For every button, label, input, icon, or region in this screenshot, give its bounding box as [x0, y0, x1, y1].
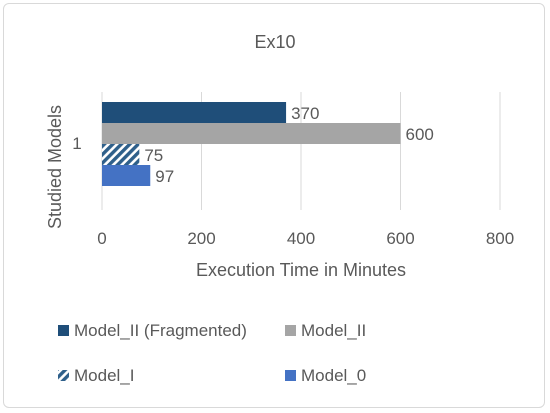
data-label: 370 — [291, 104, 319, 123]
bar-model-i — [102, 144, 140, 165]
data-label: 97 — [155, 167, 174, 186]
x-tick-label: 200 — [187, 229, 215, 248]
legend-label-model-0: Model_0 — [301, 366, 366, 385]
legend-swatch-model-i — [58, 370, 69, 381]
legend-swatch-model-ii — [285, 325, 296, 336]
x-axis-label: Execution Time in Minutes — [196, 260, 406, 280]
legend-swatch-model-ii-fragmented — [58, 325, 69, 336]
legend-swatch-model-0 — [285, 370, 296, 381]
data-labels: 370 600 75 97 — [144, 104, 434, 186]
x-tick-label: 400 — [287, 229, 315, 248]
chart-title: Ex10 — [254, 32, 295, 52]
chart-frame — [3, 3, 545, 408]
y-axis-label: Studied Models — [45, 105, 65, 229]
bar-model-0 — [102, 165, 151, 186]
data-label: 600 — [406, 125, 434, 144]
bar-model-ii — [102, 123, 401, 144]
legend-label-model-i: Model_I — [74, 366, 134, 385]
x-tick-label: 0 — [97, 229, 106, 248]
legend: Model_II (Fragmented) Model_II Model_I Mode… — [58, 321, 366, 385]
x-tick-label: 800 — [486, 229, 514, 248]
legend-label-model-ii: Model_II — [301, 321, 366, 340]
bar-model-ii-fragmented — [102, 102, 287, 123]
x-tick-label: 600 — [386, 229, 414, 248]
x-tick-labels: 0 200 400 600 800 — [97, 229, 514, 248]
bars — [102, 102, 401, 186]
y-category-label: 1 — [72, 134, 81, 153]
data-label: 75 — [144, 146, 163, 165]
legend-label-model-ii-fragmented: Model_II (Fragmented) — [74, 321, 247, 340]
